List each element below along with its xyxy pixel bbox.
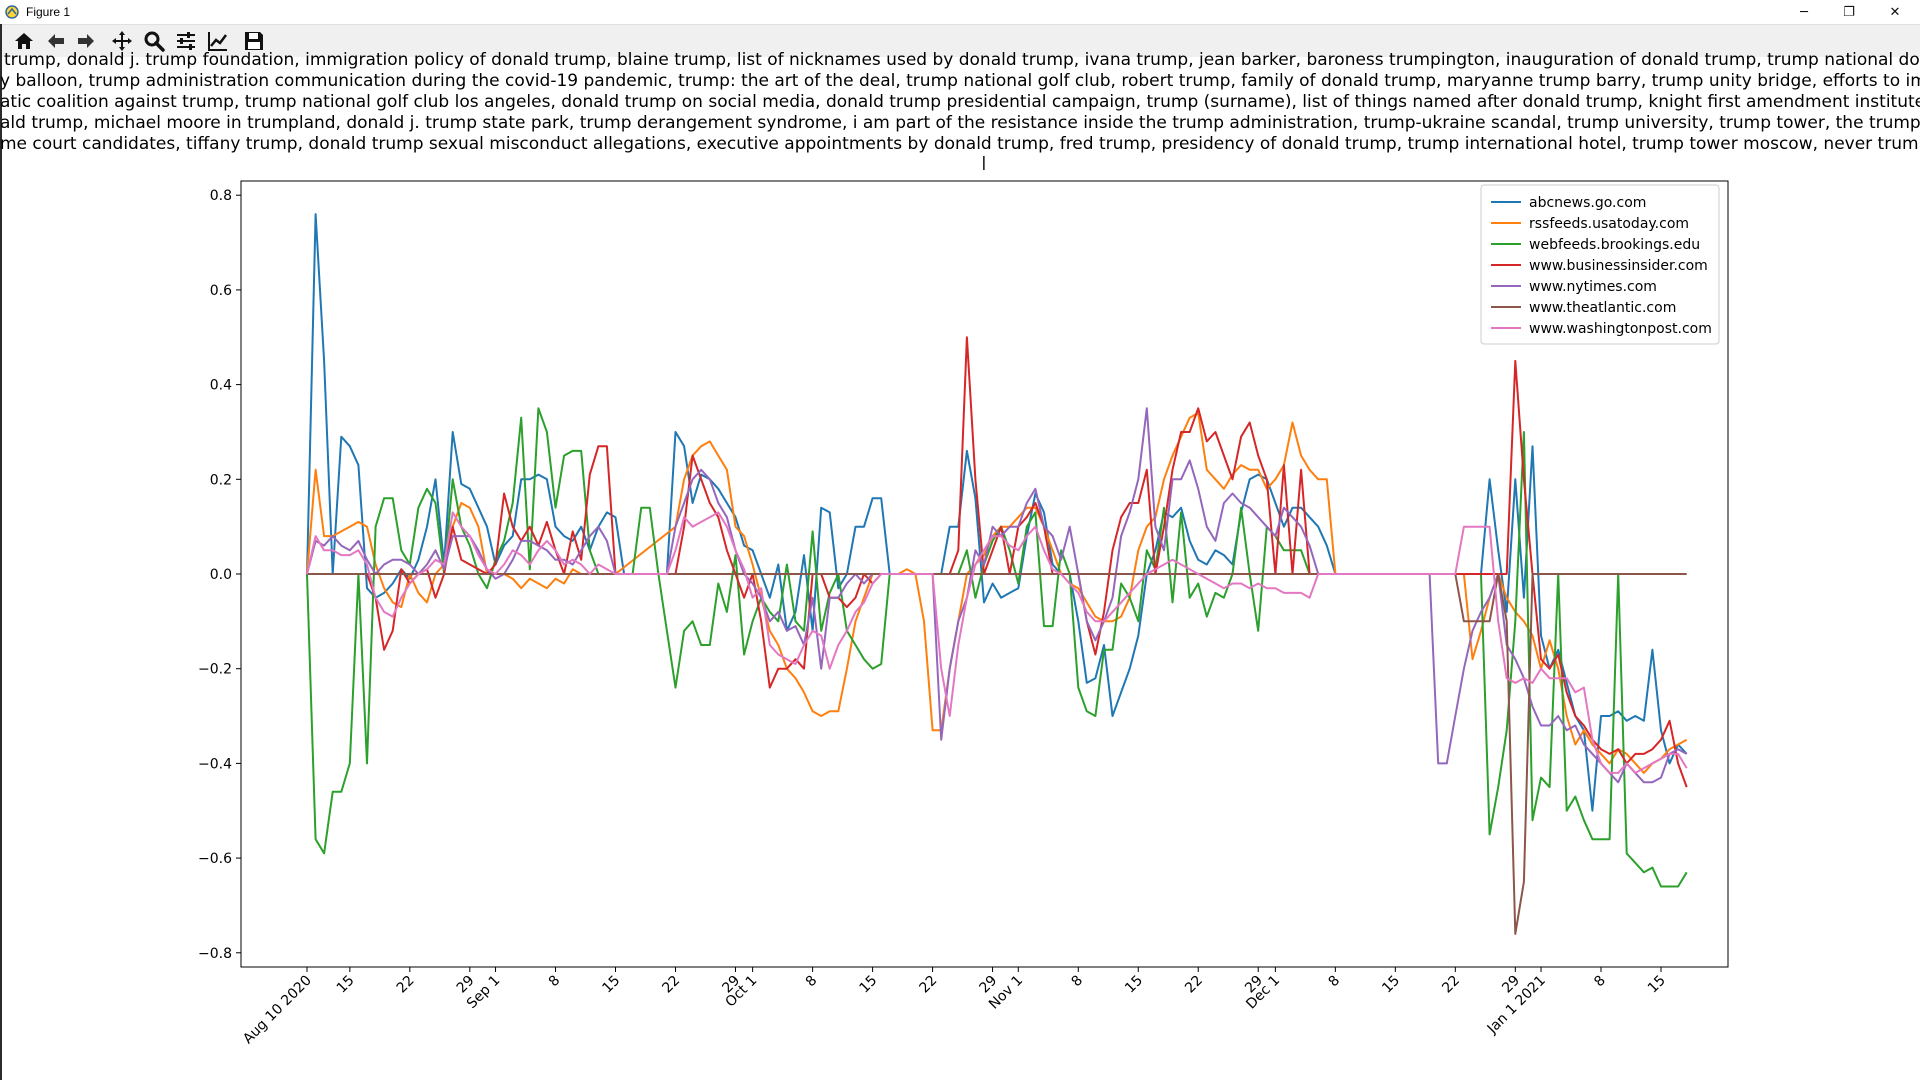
legend-label: webfeeds.brookings.edu (1529, 237, 1700, 253)
pan-button[interactable] (108, 28, 136, 54)
maximize-button[interactable]: ❐ (1843, 4, 1855, 20)
minimize-button[interactable]: ─ (1800, 4, 1808, 20)
y-tick-label: 0.2 (210, 472, 232, 488)
x-tick-label: 15 (857, 973, 881, 997)
line-chart-icon (208, 32, 227, 51)
matplotlib-app-icon (4, 4, 20, 20)
legend-label: abcnews.go.com (1529, 195, 1646, 211)
y-tick-label: −0.4 (198, 756, 232, 772)
home-button[interactable] (10, 28, 38, 54)
save-button[interactable] (240, 28, 268, 54)
sliders-icon (177, 32, 195, 50)
x-tick-label: 8 (1591, 973, 1609, 991)
title-line: trump, donald j. trump foundation, immig… (4, 50, 1920, 70)
configure-subplots-button[interactable] (172, 28, 200, 54)
series-layer (306, 213, 1688, 935)
window-edge (0, 24, 2, 1080)
legend-label: www.washingtonpost.com (1529, 321, 1712, 337)
magnifier-icon (144, 31, 165, 52)
x-tick-label: 15 (1122, 973, 1146, 997)
x-tick-label: 22 (1182, 973, 1206, 997)
title-line: ald trump, michael moore in trumpland, d… (0, 113, 1920, 133)
x-tick-label: 22 (916, 973, 940, 997)
x-tick-label: 22 (659, 973, 683, 997)
legend-label: rssfeeds.usatoday.com (1529, 216, 1689, 232)
floppy-disk-icon (245, 32, 263, 50)
x-tick-label: 8 (1326, 973, 1344, 991)
x-tick-label: 15 (1379, 973, 1403, 997)
x-tick-label: 22 (1439, 973, 1463, 997)
series-line-www.businessinsider.com (307, 336, 1688, 788)
home-icon (15, 33, 33, 49)
x-tick-label: 15 (334, 973, 358, 997)
chart-title: trump, donald j. trump foundation, immig… (0, 50, 1920, 170)
x-tick-label: 15 (599, 973, 623, 997)
x-tick-label: 8 (803, 973, 821, 991)
title-line: me court candidates, tiffany trump, dona… (0, 134, 1920, 154)
title-line: y balloon, trump administration communic… (0, 71, 1920, 91)
series-line-abcnews.go.com (306, 213, 1688, 812)
legend-box (1480, 184, 1720, 345)
edit-axes-button[interactable] (204, 28, 232, 54)
y-tick-label: 0.8 (210, 188, 232, 204)
y-tick-label: 0.6 (210, 283, 232, 299)
y-tick-label: −0.2 (198, 662, 232, 678)
x-tick-label: Aug 10 2020 (240, 973, 315, 1048)
close-button[interactable]: ✕ (1889, 4, 1901, 20)
move-icon (112, 31, 132, 51)
x-tick-label: 8 (546, 973, 564, 991)
y-tick-label: 0.4 (210, 378, 232, 394)
legend-label: www.theatlantic.com (1529, 300, 1676, 316)
series-line-www.nytimes.com (306, 407, 1688, 784)
zoom-button[interactable] (140, 28, 168, 54)
arrow-right-icon (78, 34, 94, 48)
x-tick-label: 15 (1645, 973, 1669, 997)
y-axis: −0.8 −0.6 −0.4 −0.2 0.0 0.2 0.4 0.6 0.8 (198, 188, 241, 962)
series-line-www.theatlantic.com (307, 573, 1687, 935)
arrow-left-icon (48, 34, 64, 48)
legend-label: www.nytimes.com (1529, 279, 1657, 295)
y-tick-label: −0.8 (198, 946, 232, 962)
series-line-www.washingtonpost.com (306, 511, 1688, 774)
window-title: Figure 1 (26, 5, 71, 19)
x-tick-label: 8 (1068, 973, 1086, 991)
window-titlebar: Figure 1 ─ ❐ ✕ (0, 0, 1920, 24)
series-line-webfeeds.brookings.edu (306, 407, 1688, 888)
y-tick-label: 0.0 (210, 567, 232, 583)
title-line: | (981, 154, 987, 170)
y-tick-label: −0.6 (198, 851, 232, 867)
legend: abcnews.go.com rssfeeds.usatoday.com webfe… (1480, 184, 1720, 345)
navigation-toolbar (0, 24, 1920, 57)
x-tick-label: 22 (394, 973, 418, 997)
back-button[interactable] (42, 28, 70, 54)
legend-label: www.businessinsider.com (1529, 258, 1708, 274)
forward-button[interactable] (72, 28, 100, 54)
title-line: atic coalition against trump, trump nati… (0, 92, 1920, 112)
series-line-rssfeeds.usatoday.com (306, 412, 1688, 774)
